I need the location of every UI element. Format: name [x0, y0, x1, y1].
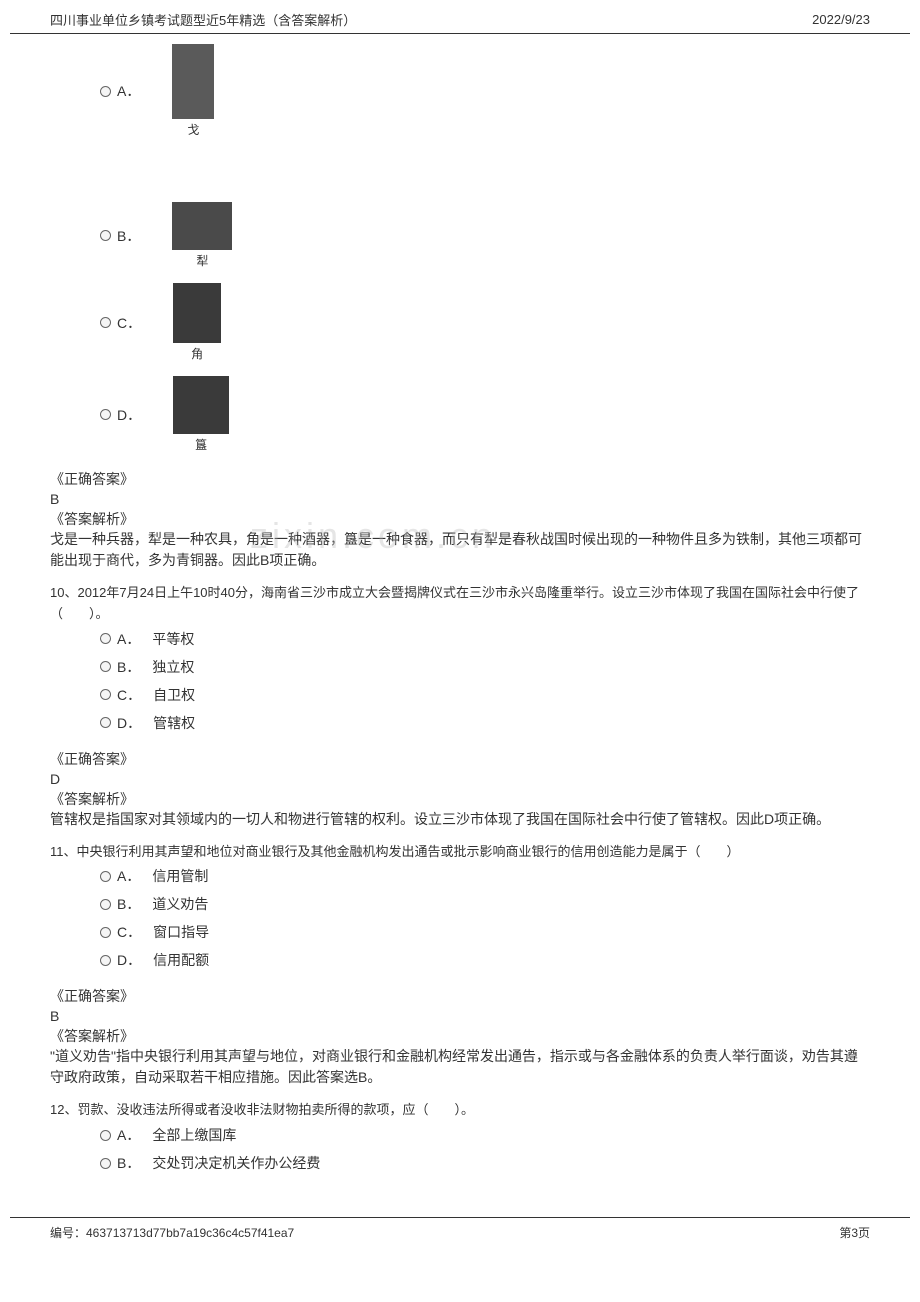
option-text: 信用管制 — [152, 866, 208, 886]
option-label: D． — [117, 713, 141, 733]
option-label: A． — [117, 629, 140, 649]
radio-icon — [100, 1158, 111, 1169]
option-image-block: 犁 — [172, 202, 232, 269]
radio-icon — [100, 230, 111, 241]
option-text: 交处罚决定机关作办公经费 — [152, 1153, 320, 1173]
option-text: 道义劝告 — [152, 894, 208, 914]
correct-answer-label: 《正确答案》 — [50, 469, 870, 489]
radio-icon — [100, 317, 111, 328]
option-label: A． — [117, 866, 140, 886]
image-caption: 簋 — [195, 436, 207, 453]
analysis-label: 《答案解析》 — [50, 1026, 870, 1046]
option-label: A． — [117, 81, 140, 101]
option-label: B． — [117, 226, 140, 246]
q10-option-b[interactable]: B． 独立权 — [50, 653, 870, 681]
option-text: 自卫权 — [153, 685, 195, 705]
footer-page-number: 第3页 — [839, 1224, 870, 1241]
option-label: B． — [117, 657, 140, 677]
analysis-label: 《答案解析》 — [50, 509, 870, 529]
analysis-text: 戈是一种兵器，犁是一种农具，角是一种酒器，簋是一种食器，而只有犁是春秋战国时候出… — [50, 529, 870, 571]
option-text: 独立权 — [152, 657, 194, 677]
q10-option-c[interactable]: C． 自卫权 — [50, 681, 870, 709]
gui-food-image — [173, 376, 229, 434]
image-caption: 戈 — [187, 121, 199, 138]
option-image-block: 簋 — [173, 376, 229, 453]
content: A． 戈 B． 犁 C． 角 D． 簋 《正确答案》 B 《答案解析》 — [0, 34, 920, 1217]
option-label: A． — [117, 1125, 140, 1145]
radio-icon — [100, 689, 111, 700]
radio-icon — [100, 661, 111, 672]
q9-answer-block: 《正确答案》 B 《答案解析》 戈是一种兵器，犁是一种农具，角是一种酒器，簋是一… — [50, 469, 870, 571]
q10-option-a[interactable]: A． 平等权 — [50, 625, 870, 653]
correct-answer-value: D — [50, 771, 870, 787]
radio-icon — [100, 86, 111, 97]
li-plow-image — [172, 202, 232, 250]
q12-option-a[interactable]: A． 全部上缴国库 — [50, 1121, 870, 1149]
q9-option-a[interactable]: A． 戈 — [50, 44, 870, 142]
header-title: 四川事业单位乡镇考试题型近5年精选（含答案解析） — [50, 10, 356, 29]
radio-icon — [100, 717, 111, 728]
option-label: C． — [117, 685, 141, 705]
analysis-text: 管辖权是指国家对其领域内的一切人和物进行管辖的权利。设立三沙市体现了我国在国际社… — [50, 809, 870, 830]
q11-answer-block: 《正确答案》 B 《答案解析》 "道义劝告"指中央银行利用其声望与地位，对商业银… — [50, 986, 870, 1088]
q11-option-a[interactable]: A． 信用管制 — [50, 862, 870, 890]
option-image-block: 戈 — [172, 44, 214, 138]
radio-icon — [100, 633, 111, 644]
radio-icon — [100, 955, 111, 966]
radio-icon — [100, 409, 111, 420]
page-footer: 编号：463713713d77bb7a19c36c4c57f41ea7 第3页 — [10, 1217, 910, 1253]
correct-answer-value: B — [50, 491, 870, 507]
analysis-text: "道义劝告"指中央银行利用其声望与地位，对商业银行和金融机构经常发出通告，指示或… — [50, 1046, 870, 1088]
option-text: 信用配额 — [153, 950, 209, 970]
option-label: C． — [117, 313, 141, 333]
q9-option-b[interactable]: B． 犁 — [50, 198, 870, 273]
q11-option-c[interactable]: C． 窗口指导 — [50, 918, 870, 946]
analysis-label: 《答案解析》 — [50, 789, 870, 809]
footer-id: 编号：463713713d77bb7a19c36c4c57f41ea7 — [50, 1224, 294, 1241]
page-header: 四川事业单位乡镇考试题型近5年精选（含答案解析） 2022/9/23 — [10, 0, 910, 34]
option-text: 窗口指导 — [153, 922, 209, 942]
q10-option-d[interactable]: D． 管辖权 — [50, 709, 870, 737]
option-text: 管辖权 — [153, 713, 195, 733]
q12-stem: 12、罚款、没收违法所得或者没收非法财物拍卖所得的款项，应（ ）。 — [50, 1100, 870, 1121]
option-label: D． — [117, 405, 141, 425]
radio-icon — [100, 927, 111, 938]
radio-icon — [100, 1130, 111, 1141]
q12-option-b[interactable]: B． 交处罚决定机关作办公经费 — [50, 1149, 870, 1177]
radio-icon — [100, 899, 111, 910]
option-text: 平等权 — [152, 629, 194, 649]
option-label: B． — [117, 1153, 140, 1173]
q11-option-d[interactable]: D． 信用配额 — [50, 946, 870, 974]
option-label: C． — [117, 922, 141, 942]
image-caption: 角 — [191, 345, 203, 362]
option-label: B． — [117, 894, 140, 914]
correct-answer-value: B — [50, 1008, 870, 1024]
q10-stem: 10、2012年7月24日上午10时40分，海南省三沙市成立大会暨揭牌仪式在三沙… — [50, 583, 870, 625]
jue-wine-image — [173, 283, 221, 343]
ge-weapon-image — [172, 44, 214, 119]
q9-option-d[interactable]: D． 簋 — [50, 372, 870, 457]
correct-answer-label: 《正确答案》 — [50, 986, 870, 1006]
option-label: D． — [117, 950, 141, 970]
q9-option-c[interactable]: C． 角 — [50, 279, 870, 366]
q10-answer-block: 《正确答案》 D 《答案解析》 管辖权是指国家对其领域内的一切人和物进行管辖的权… — [50, 749, 870, 830]
radio-icon — [100, 871, 111, 882]
correct-answer-label: 《正确答案》 — [50, 749, 870, 769]
q11-stem: 11、中央银行利用其声望和地位对商业银行及其他金融机构发出通告或批示影响商业银行… — [50, 842, 870, 863]
q11-option-b[interactable]: B． 道义劝告 — [50, 890, 870, 918]
image-caption: 犁 — [196, 252, 208, 269]
header-date: 2022/9/23 — [812, 12, 870, 27]
option-image-block: 角 — [173, 283, 221, 362]
option-text: 全部上缴国库 — [152, 1125, 236, 1145]
